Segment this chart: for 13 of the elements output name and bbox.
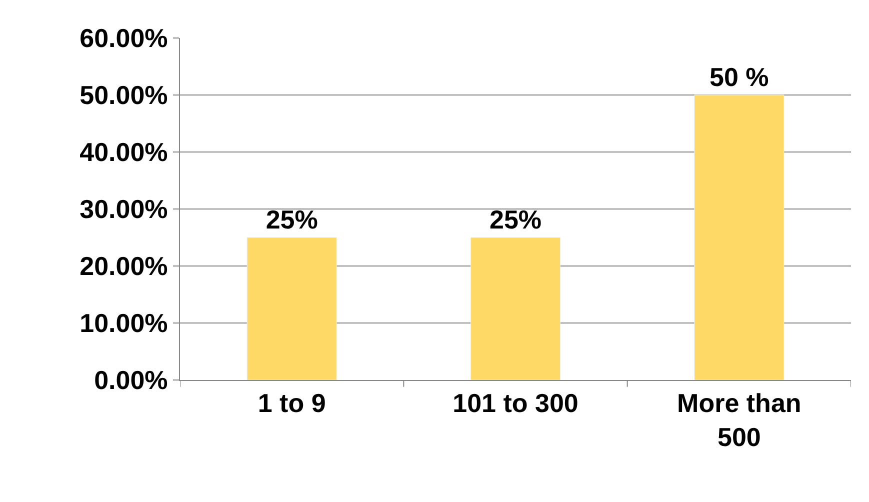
data-label: 25% (489, 204, 542, 234)
data-label: 50 % (710, 62, 769, 92)
y-tick-label: 20.00% (80, 251, 168, 282)
x-tick-label: 1 to 9 (258, 388, 326, 418)
data-label: 25% (266, 204, 318, 234)
x-tick-label: 101 to 300 (452, 388, 578, 418)
y-tick-label: 0.00% (94, 365, 168, 396)
y-tick-label: 50.00% (80, 80, 168, 110)
x-tick-label: More than 500 (677, 388, 802, 452)
y-tick-label: 40.00% (80, 137, 168, 168)
y-tick-label: 30.00% (80, 194, 168, 224)
y-tick-label: 10.00% (80, 308, 168, 338)
y-tick-label: 60.00% (80, 23, 168, 54)
